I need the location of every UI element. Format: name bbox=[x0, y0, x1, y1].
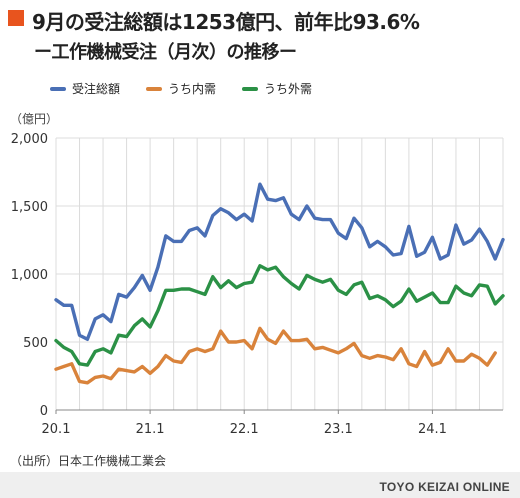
legend-item-foreign: うち外需 bbox=[242, 80, 312, 97]
x-tick-label: 23.1 bbox=[324, 422, 353, 437]
y-tick-label: 500 bbox=[23, 336, 48, 351]
y-axis-unit: （億円） bbox=[10, 112, 59, 126]
brand-logo-text: TOYO KEIZAI ONLINE bbox=[379, 480, 510, 494]
legend-swatch-domestic bbox=[146, 86, 163, 91]
chart-title: 9月の受注総額は1253億円、前年比93.6% bbox=[32, 10, 420, 34]
series-line-domestic bbox=[54, 326, 497, 385]
y-tick-label: 1,000 bbox=[11, 268, 48, 283]
legend-item-domestic: うち内需 bbox=[146, 80, 216, 97]
legend-label-total: 受注総額 bbox=[72, 82, 121, 96]
title-marker bbox=[8, 10, 24, 26]
legend-swatch-total bbox=[50, 86, 66, 91]
y-tick-label: 1,500 bbox=[11, 200, 48, 215]
series-line-total bbox=[54, 182, 505, 341]
chart-subtitle: ー工作機械受注（月次）の推移ー bbox=[34, 42, 297, 63]
legend-swatch-foreign bbox=[242, 86, 259, 91]
x-tick-label: 22.1 bbox=[230, 422, 259, 437]
y-tick-label: 2,000 bbox=[11, 132, 48, 147]
legend-label-domestic: うち内需 bbox=[168, 82, 217, 96]
footer-bar: TOYO KEIZAI ONLINE bbox=[0, 472, 520, 498]
series-line-foreign bbox=[54, 264, 505, 367]
x-tick-label: 24.1 bbox=[418, 422, 447, 437]
legend-label-foreign: うち外需 bbox=[264, 82, 313, 96]
source-note: （出所）日本工作機械工業会 bbox=[10, 454, 167, 468]
x-tick-label: 21.1 bbox=[136, 422, 165, 437]
legend-item-total: 受注総額 bbox=[50, 80, 120, 97]
x-tick-label: 20.1 bbox=[42, 422, 71, 437]
y-tick-label: 0 bbox=[40, 404, 48, 419]
legend: 受注総額 うち内需 うち外需 bbox=[50, 80, 312, 97]
